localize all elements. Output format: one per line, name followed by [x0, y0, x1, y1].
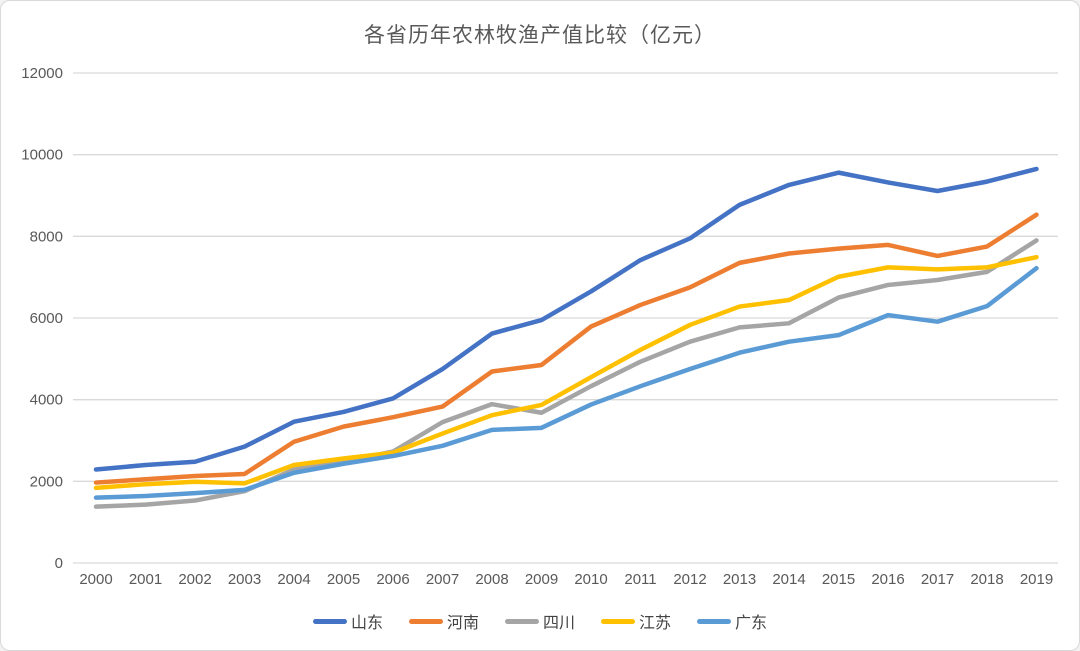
chart-title: 各省历年农林牧渔产值比较（亿元） [364, 24, 716, 47]
x-tick-label: 2014 [772, 571, 805, 588]
legend-item-广东: 广东 [697, 609, 767, 633]
y-tick-label: 2000 [30, 473, 63, 490]
legend-line-swatch [697, 618, 732, 624]
x-tick-label: 2007 [426, 571, 459, 588]
legend-label: 四川 [542, 615, 575, 632]
legend-line-swatch [504, 618, 539, 624]
legend-item-四川: 四川 [504, 609, 575, 633]
x-tick-label: 2006 [376, 571, 409, 588]
x-tick-label: 2008 [475, 571, 508, 588]
y-tick-label: 4000 [30, 392, 63, 409]
x-tick-label: 2000 [79, 571, 112, 588]
chart-legend: 山东 河南 四川 江苏 广东 [1, 609, 1079, 633]
x-tick-label: 2009 [525, 571, 558, 588]
legend-line-swatch [312, 618, 347, 624]
y-tick-label: 0 [55, 555, 63, 572]
y-tick-label: 10000 [21, 147, 63, 164]
x-tick-label: 2010 [574, 571, 607, 588]
y-tick-label: 6000 [30, 310, 63, 327]
legend-item-江苏: 江苏 [601, 609, 671, 633]
x-tick-label: 2012 [673, 571, 706, 588]
legend-item-河南: 河南 [408, 609, 479, 633]
x-tick-label: 2003 [228, 571, 261, 588]
x-tick-label: 2017 [921, 571, 954, 588]
x-tick-label: 2015 [822, 571, 855, 588]
y-tick-label: 8000 [30, 228, 63, 245]
x-tick-label: 2013 [723, 571, 756, 588]
x-tick-label: 2005 [327, 571, 360, 588]
series-line-山东 [93, 166, 1039, 472]
series-line-四川 [93, 238, 1039, 509]
legend-label: 江苏 [639, 615, 672, 632]
legend-label: 河南 [446, 615, 479, 632]
x-tick-label: 2004 [277, 571, 310, 588]
x-tick-label: 2018 [970, 571, 1003, 588]
x-tick-label: 2001 [129, 571, 162, 588]
legend-line-swatch [601, 618, 635, 624]
legend-item-山东: 山东 [312, 609, 383, 633]
legend-label: 广东 [735, 615, 768, 632]
legend-line-swatch [408, 618, 443, 624]
x-tick-label: 2011 [624, 571, 656, 588]
x-tick-label: 2019 [1020, 571, 1053, 588]
legend-label: 山东 [350, 615, 383, 632]
series-line-广东 [93, 265, 1039, 500]
x-tick-label: 2016 [871, 571, 904, 588]
series-line-江苏 [93, 254, 1039, 491]
y-tick-label: 12000 [21, 65, 63, 82]
series-line-河南 [93, 212, 1039, 485]
x-tick-label: 2002 [178, 571, 211, 588]
